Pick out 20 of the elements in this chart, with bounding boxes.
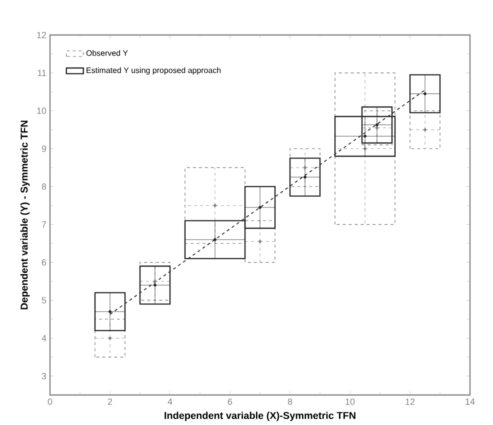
x-tick-label: 6	[228, 398, 232, 405]
y-tick-label: 12	[37, 32, 46, 38]
y-tick-label: 6	[42, 259, 46, 266]
y-axis-title: Dependent variable (Y) - Symmetric TFN	[20, 120, 30, 310]
x-tick-label: 2	[108, 398, 112, 405]
y-tick-label: 10	[37, 108, 46, 114]
y-tick-label: 8	[42, 183, 46, 190]
x-tick-label: 12	[406, 398, 415, 405]
y-tick-label: 7	[42, 221, 46, 228]
x-tick-label: 0	[48, 398, 52, 405]
y-tick-label: 9	[42, 146, 46, 152]
x-tick-label: 8	[288, 398, 292, 405]
y-tick-label: 5	[42, 297, 46, 304]
y-tick-label: 4	[42, 335, 46, 342]
x-tick-label: 14	[466, 398, 475, 405]
y-tick-label: 3	[42, 372, 46, 380]
x-axis-title: Independent variable (X)-Symmetric TFN	[164, 412, 356, 421]
x-tick-label: 4	[168, 398, 172, 405]
y-tick-label: 11	[38, 70, 46, 76]
x-tick-label: 10	[346, 398, 355, 405]
